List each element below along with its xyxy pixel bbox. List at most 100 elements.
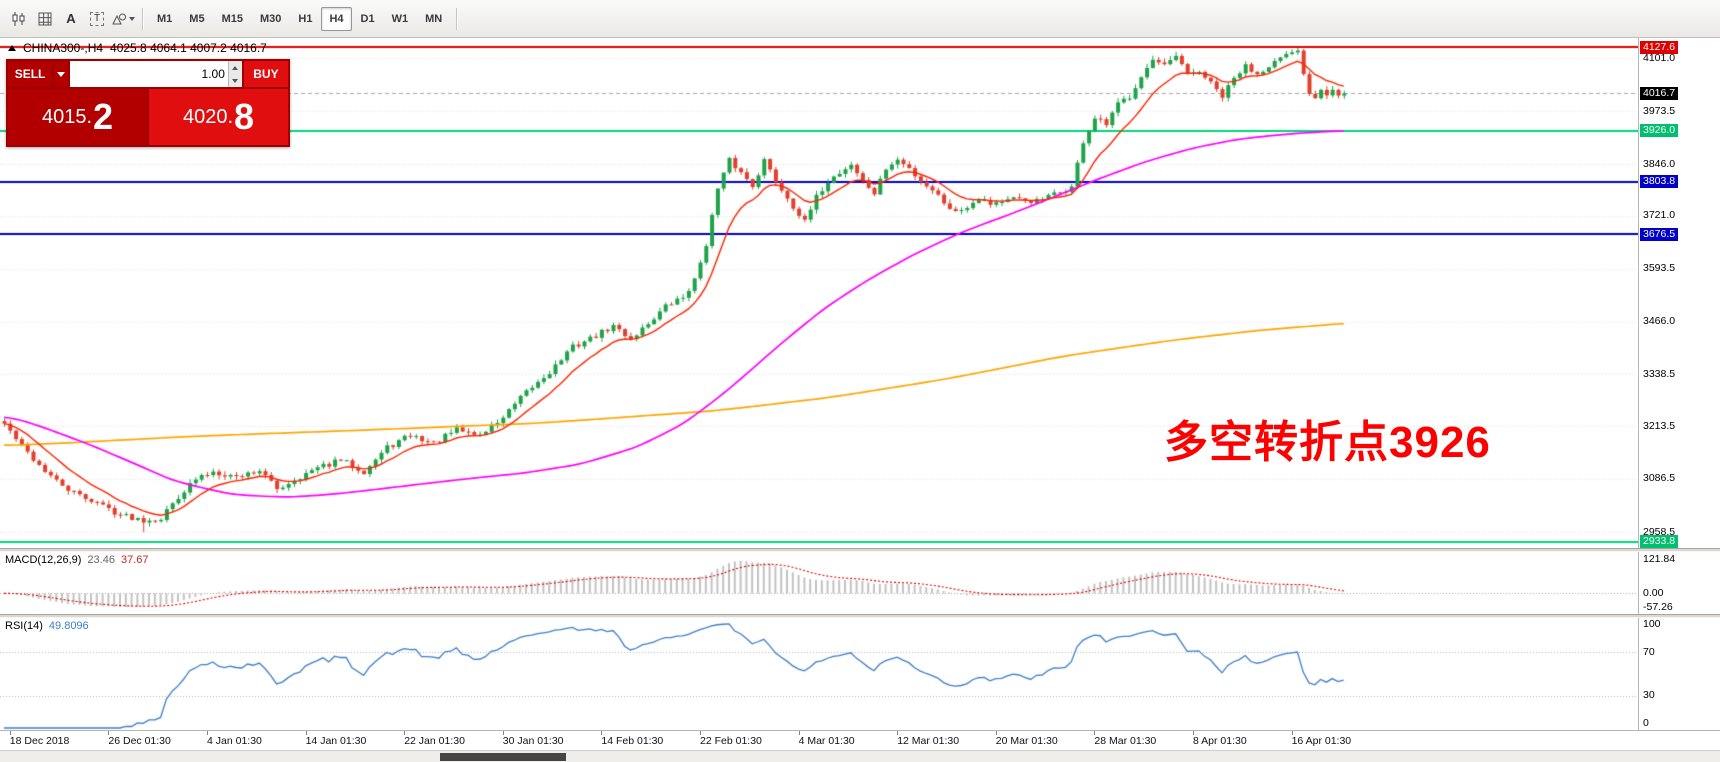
font-a-icon[interactable]: A bbox=[58, 6, 84, 32]
date-label: 28 Mar 01:30 bbox=[1094, 735, 1157, 747]
date-label: 14 Jan 01:30 bbox=[305, 735, 367, 747]
macd-pane: 121.84 0.00 -57.26 MACD(12,26,9) 23.46 37.… bbox=[0, 552, 1720, 614]
rsi-axis-label: 70 bbox=[1643, 645, 1655, 658]
text-box-glyph: T bbox=[89, 11, 105, 26]
current-price-label: 4016.7 bbox=[1640, 86, 1679, 100]
timeframe-m1[interactable]: M1 bbox=[149, 7, 180, 31]
date-label: 12 Mar 01:30 bbox=[897, 735, 960, 747]
price-chart-pane: 4101.0 3973.5 3846.0 3721.0 3593.5 3466.0 3338… bbox=[0, 38, 1720, 548]
pane-divider[interactable] bbox=[0, 614, 1720, 618]
sell-button[interactable]: SELL bbox=[8, 61, 53, 87]
sell-price: 4015. bbox=[41, 105, 93, 128]
time-tick bbox=[798, 731, 800, 735]
toolbar: A T M1 M5 M15 M30 H1 H4 D1 W1 MN bbox=[0, 0, 1720, 38]
timeframe-h4[interactable]: H4 bbox=[321, 6, 352, 31]
scrollbar-thumb[interactable] bbox=[440, 753, 566, 761]
timeframe-d1[interactable]: D1 bbox=[353, 7, 383, 31]
macd-axis-label: 121.84 bbox=[1643, 553, 1676, 566]
chevron-down-icon bbox=[232, 78, 239, 83]
time-tick bbox=[700, 731, 701, 735]
rsi-label: RSI(14) 49.8096 bbox=[5, 620, 89, 632]
sell-price-display[interactable]: 4015. 2 bbox=[8, 89, 147, 145]
rsi-axis[interactable]: 100 70 30 0 bbox=[1638, 618, 1720, 730]
time-tick bbox=[404, 731, 406, 735]
date-label: 4 Mar 01:30 bbox=[798, 735, 855, 747]
date-label: 8 Apr 01:30 bbox=[1193, 735, 1247, 747]
chevron-up-icon bbox=[232, 65, 239, 70]
buy-price-big-digit: 8 bbox=[234, 96, 255, 137]
macd-main-value: 23.46 bbox=[87, 554, 115, 566]
pane-divider[interactable] bbox=[0, 548, 1720, 552]
one-click-toggle-icon[interactable] bbox=[8, 45, 16, 51]
macd-axis-label: 0.00 bbox=[1643, 586, 1664, 599]
shapes-dropdown-icon[interactable] bbox=[110, 6, 136, 32]
chevron-down-icon bbox=[57, 71, 65, 77]
date-label: 22 Jan 01:30 bbox=[404, 735, 465, 747]
time-tick bbox=[207, 731, 208, 735]
volume-decrease-button[interactable] bbox=[228, 74, 242, 87]
date-label: 18 Dec 2018 bbox=[9, 735, 70, 747]
volume-input[interactable] bbox=[69, 61, 228, 87]
macd-axis[interactable]: 121.84 0.00 -57.26 bbox=[1638, 552, 1720, 614]
price-line-label: 3926.0 bbox=[1640, 124, 1679, 138]
timeframe-m30[interactable]: M30 bbox=[252, 7, 289, 31]
chevron-down-icon bbox=[129, 16, 135, 21]
price-grid-label: 3086.5 bbox=[1643, 472, 1676, 485]
timeframe-h1[interactable]: H1 bbox=[290, 7, 320, 31]
font-a-glyph: A bbox=[66, 11, 76, 26]
rsi-axis-label: 0 bbox=[1643, 717, 1649, 729]
chart-title: CHINA300-,H4 4025.8 4064.1 4007.2 4016.7 bbox=[8, 41, 267, 55]
rsi-canvas[interactable] bbox=[0, 618, 1638, 730]
price-line-label: 3803.8 bbox=[1640, 175, 1679, 189]
price-grid-label: 3213.5 bbox=[1643, 419, 1676, 432]
date-label: 30 Jan 01:30 bbox=[502, 735, 564, 747]
price-grid-label: 3466.0 bbox=[1643, 315, 1676, 328]
time-tick bbox=[1193, 731, 1194, 735]
macd-canvas[interactable] bbox=[0, 552, 1638, 614]
horizontal-scrollbar[interactable] bbox=[0, 750, 1720, 762]
volume-stepper bbox=[227, 61, 242, 87]
price-grid-label: 3593.5 bbox=[1643, 262, 1676, 275]
price-line-label: 4127.6 bbox=[1640, 40, 1679, 54]
price-axis[interactable]: 4101.0 3973.5 3846.0 3721.0 3593.5 3466.0 3338… bbox=[1638, 38, 1720, 548]
price-grid-label: 3846.0 bbox=[1643, 157, 1676, 170]
timeframe-m15[interactable]: M15 bbox=[214, 7, 251, 31]
chart-ohlc-values: 4025.8 4064.1 4007.2 4016.7 bbox=[110, 41, 267, 55]
macd-name: MACD(12,26,9) bbox=[5, 554, 82, 566]
rsi-pane: 100 70 30 0 RSI(14) 49.8096 bbox=[0, 618, 1720, 730]
price-grid-label: 2958.5 bbox=[1643, 525, 1676, 538]
price-grid-label: 3721.0 bbox=[1643, 209, 1676, 222]
date-label: 20 Mar 01:30 bbox=[995, 735, 1058, 747]
text-box-icon[interactable]: T bbox=[84, 6, 110, 32]
rsi-axis-label: 30 bbox=[1643, 689, 1655, 702]
time-axis[interactable]: 18 Dec 2018 26 Dec 01:30 4 Jan 01:30 14 Jan… bbox=[0, 730, 1720, 750]
timeframe-mn[interactable]: MN bbox=[417, 7, 450, 31]
indicator-grid-icon[interactable] bbox=[32, 6, 58, 32]
chart-symbol-title: CHINA300-,H4 bbox=[23, 41, 104, 55]
timeframe-m5[interactable]: M5 bbox=[181, 7, 212, 31]
rsi-axis-label: 100 bbox=[1643, 618, 1661, 630]
buy-button[interactable]: BUY bbox=[243, 61, 288, 87]
volume-dropdown-button[interactable] bbox=[54, 61, 68, 87]
date-label: 14 Feb 01:30 bbox=[601, 735, 664, 747]
time-tick bbox=[897, 731, 899, 735]
macd-label: MACD(12,26,9) 23.46 37.67 bbox=[5, 554, 148, 566]
toolbar-separator bbox=[456, 7, 458, 30]
chart-type-icon[interactable] bbox=[6, 6, 32, 32]
time-tick bbox=[108, 731, 110, 735]
macd-axis-label: -57.26 bbox=[1643, 601, 1673, 613]
buy-price-display[interactable]: 4020. 8 bbox=[149, 89, 288, 145]
one-click-trading-panel: SELL BUY 4015. 2 4020. 8 bbox=[6, 59, 290, 147]
macd-signal-value: 37.67 bbox=[120, 554, 149, 566]
price-grid-label: 3973.5 bbox=[1643, 104, 1676, 117]
timeframe-w1[interactable]: W1 bbox=[384, 7, 417, 31]
date-label: 26 Dec 01:30 bbox=[108, 735, 171, 747]
time-tick bbox=[9, 731, 11, 735]
price-grid-label: 4101.0 bbox=[1643, 51, 1676, 64]
volume-increase-button[interactable] bbox=[228, 61, 242, 74]
time-tick bbox=[601, 731, 603, 735]
volume-field bbox=[69, 61, 242, 87]
date-label: 4 Jan 01:30 bbox=[207, 735, 262, 747]
price-line-label: 2933.8 bbox=[1640, 535, 1679, 548]
time-tick bbox=[502, 731, 504, 735]
